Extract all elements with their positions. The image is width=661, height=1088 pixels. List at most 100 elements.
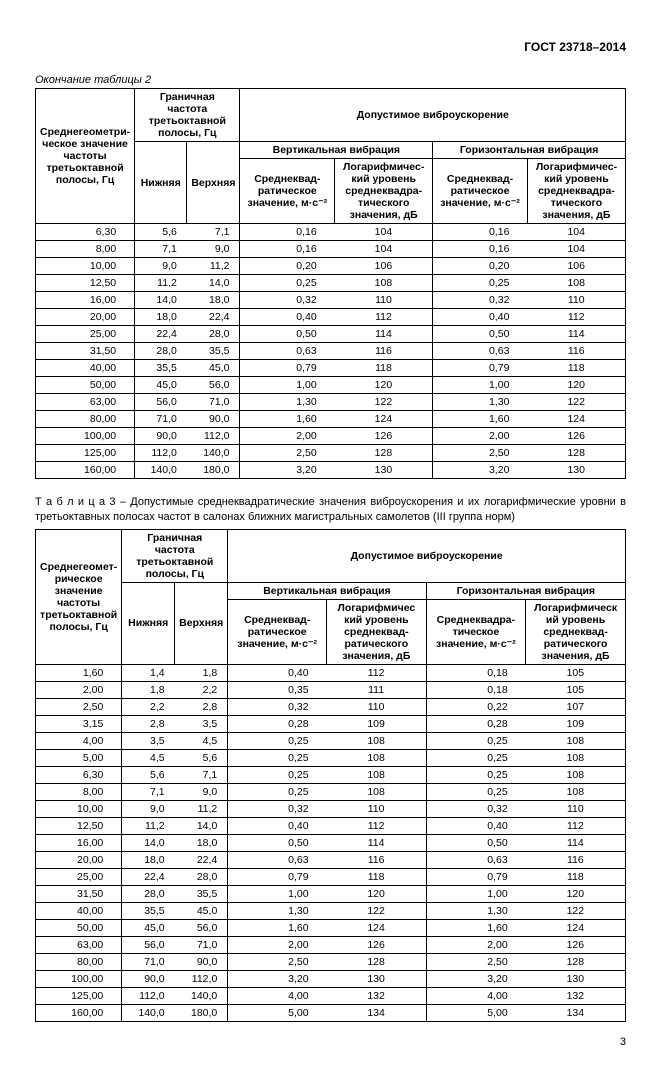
table-row: 10,009,011,20,201060,20106: [36, 258, 626, 275]
cell: 8,00: [36, 783, 122, 800]
table-row: 6,305,67,10,161040,16104: [36, 224, 626, 241]
cell: 108: [527, 275, 625, 292]
cell: 35,5: [135, 360, 187, 377]
th-v-rms: Среднеквад- ратическое значение, м·с⁻²: [228, 599, 327, 664]
cell: 0,50: [228, 834, 327, 851]
cell: 108: [526, 766, 626, 783]
cell: 0,79: [433, 360, 528, 377]
cell: 25,00: [36, 868, 122, 885]
table-row: 160,00140,0180,03,201303,20130: [36, 462, 626, 479]
cell: 105: [526, 664, 626, 681]
cell: 4,5: [122, 749, 175, 766]
table-row: 1,601,41,80,401120,18105: [36, 664, 626, 681]
cell: 1,60: [433, 411, 528, 428]
cell: 0,32: [433, 292, 528, 309]
cell: 0,32: [228, 800, 327, 817]
cell: 9,0: [122, 800, 175, 817]
cell: 128: [526, 953, 626, 970]
cell: 56,0: [175, 919, 228, 936]
cell: 0,25: [228, 749, 327, 766]
cell: 0,63: [240, 343, 335, 360]
table-row: 4,003,54,50,251080,25108: [36, 732, 626, 749]
cell: 112,0: [122, 987, 175, 1004]
cell: 0,18: [426, 681, 526, 698]
th-h-rms: Среднеквадра- тическое значение, м·с⁻²: [426, 599, 526, 664]
cell: 120: [335, 377, 433, 394]
cell: 63,00: [36, 936, 122, 953]
cell: 2,00: [36, 681, 122, 698]
th-h-log: Логарифмическ ий уровень среднеквад- рат…: [526, 599, 626, 664]
cell: 5,6: [135, 224, 187, 241]
cell: 7,1: [175, 766, 228, 783]
cell: 0,40: [240, 309, 335, 326]
cell: 0,50: [433, 326, 528, 343]
cell: 90,0: [187, 411, 240, 428]
cell: 0,25: [426, 732, 526, 749]
th-horiz: Горизонтальная вибрация: [426, 582, 625, 599]
table-row: 80,0071,090,02,501282,50128: [36, 953, 626, 970]
cell: 0,25: [433, 275, 528, 292]
cell: 0,28: [426, 715, 526, 732]
cell: 114: [526, 834, 626, 851]
cell: 6,30: [36, 766, 122, 783]
cell: 108: [526, 783, 626, 800]
cell: 130: [526, 970, 626, 987]
th-h-rms: Среднеквад- ратическое значение, м·с⁻²: [433, 159, 528, 224]
cell: 1,30: [240, 394, 335, 411]
cell: 31,50: [36, 343, 135, 360]
table-row: 80,0071,090,01,601241,60124: [36, 411, 626, 428]
cell: 108: [327, 783, 427, 800]
cell: 1,30: [426, 902, 526, 919]
cell: 14,0: [187, 275, 240, 292]
table-row: 63,0056,071,02,001262,00126: [36, 936, 626, 953]
th-lower: Нижняя: [135, 142, 187, 224]
table-row: 50,0045,056,01,601241,60124: [36, 919, 626, 936]
table-row: 3,152,83,50,281090,28109: [36, 715, 626, 732]
cell: 45,0: [175, 902, 228, 919]
cell: 14,0: [122, 834, 175, 851]
th-v-rms: Среднеквад- ратическое значение, м·с⁻²: [240, 159, 335, 224]
cell: 50,00: [36, 377, 135, 394]
cell: 0,79: [426, 868, 526, 885]
cell: 0,16: [433, 241, 528, 258]
cell: 3,20: [228, 970, 327, 987]
cell: 45,0: [122, 919, 175, 936]
cell: 28,0: [135, 343, 187, 360]
cell: 108: [526, 749, 626, 766]
cell: 0,32: [426, 800, 526, 817]
cell: 125,00: [36, 445, 135, 462]
table-row: 31,5028,035,51,001201,00120: [36, 885, 626, 902]
cell: 45,0: [135, 377, 187, 394]
cell: 22,4: [135, 326, 187, 343]
cell: 0,63: [433, 343, 528, 360]
cell: 3,5: [175, 715, 228, 732]
cell: 5,6: [122, 766, 175, 783]
table-row: 12,5011,214,00,251080,25108: [36, 275, 626, 292]
cell: 126: [335, 428, 433, 445]
cell: 120: [327, 885, 427, 902]
cell: 1,60: [240, 411, 335, 428]
cell: 0,20: [433, 258, 528, 275]
cell: 1,60: [36, 664, 122, 681]
cell: 128: [335, 445, 433, 462]
cell: 110: [526, 800, 626, 817]
cell: 111: [327, 681, 427, 698]
cell: 71,0: [175, 936, 228, 953]
th-v-log: Логарифмичес- кий уровень среднеквадра- …: [335, 159, 433, 224]
th-h-log: Логарифмичес- кий уровень среднеквадра- …: [527, 159, 625, 224]
th-bound: Граничная частота третьоктавной полосы, …: [135, 89, 240, 142]
cell: 5,6: [175, 749, 228, 766]
cell: 108: [327, 749, 427, 766]
table-row: 63,0056,071,01,301221,30122: [36, 394, 626, 411]
cell: 116: [526, 851, 626, 868]
cell: 22,4: [122, 868, 175, 885]
cell: 124: [327, 919, 427, 936]
th-accel: Допустимое виброускорение: [240, 89, 626, 142]
th-horiz: Горизонтальная вибрация: [433, 142, 626, 159]
cell: 110: [335, 292, 433, 309]
cell: 22,4: [187, 309, 240, 326]
cell: 63,00: [36, 394, 135, 411]
cell: 0,40: [228, 817, 327, 834]
cell: 20,00: [36, 851, 122, 868]
cell: 0,28: [228, 715, 327, 732]
